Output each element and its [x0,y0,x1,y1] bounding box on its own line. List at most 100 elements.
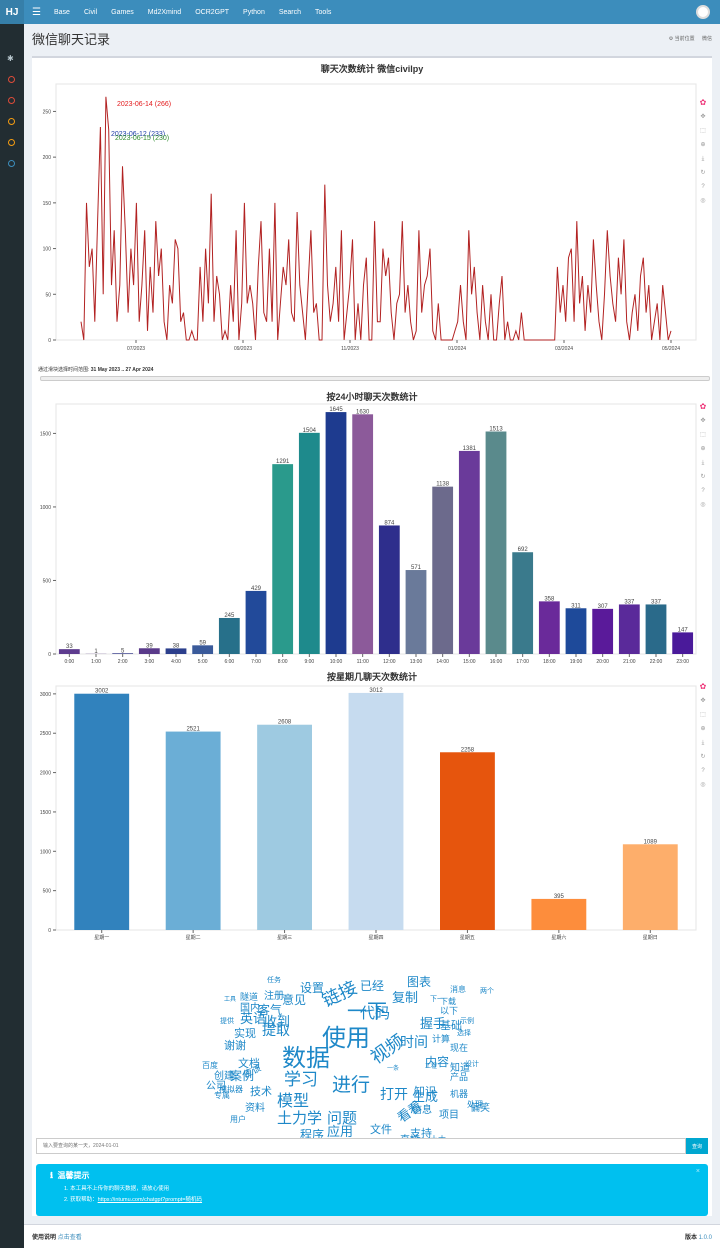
bar-value-label: 147 [678,627,689,633]
box-zoom-icon[interactable]: ⬚ [700,128,706,134]
menu-toggle-icon[interactable]: ☰ [32,6,41,18]
word-cloud-word: 公司 [206,1081,226,1092]
pan-tool-icon[interactable]: ✥ [700,698,706,704]
bar-23:00 [672,632,694,654]
hover-icon[interactable]: ◎ [700,198,706,204]
bokeh-logo-icon[interactable]: ✿ [699,98,707,107]
x-tick-label: 14:00 [436,659,449,665]
word-cloud-word: 用户 [230,1115,246,1124]
plot-area [55,403,697,655]
y-tick-label: 150 [43,201,52,207]
save-icon[interactable]: ⤓ [701,460,705,466]
y-tick-label: 50 [45,292,51,298]
date-search-input[interactable] [36,1138,686,1154]
x-tick-label: 10:00 [330,659,343,665]
bokeh-logo-icon[interactable]: ✿ [699,682,707,691]
wheel-zoom-icon[interactable]: ⊕ [700,726,706,732]
x-tick-label: 19:00 [570,659,583,665]
x-tick-label: 11/2023 [341,346,359,352]
reset-icon[interactable]: ↻ [700,754,706,760]
close-icon[interactable]: × [695,1168,700,1175]
word-cloud-word: 工程 [425,1063,438,1070]
tips-title: ℹ 温馨提示 [50,1171,90,1180]
y-tick-label: 500 [43,578,52,584]
reset-icon[interactable]: ↻ [700,474,706,480]
date-range-slider[interactable] [40,376,710,381]
word-cloud-word: 学习 [284,1070,318,1090]
x-tick-label: 8:00 [278,659,288,665]
footer: 使用说明 点击查看 版本 1.0.0 [24,1224,720,1248]
help-icon[interactable]: ? [701,768,705,774]
y-tick-label: 0 [48,338,51,344]
save-icon[interactable]: ⤓ [701,740,705,746]
help-icon[interactable]: ? [701,488,705,494]
sidebar-circle-icon[interactable] [8,160,15,167]
gear-icon[interactable]: ✱ [7,54,14,63]
word-cloud-word: 应用 [327,1125,354,1140]
reset-icon[interactable]: ↻ [700,170,706,176]
bar-value-label: 692 [518,547,529,553]
nav-tools[interactable]: Tools [315,8,332,16]
pan-tool-icon[interactable]: ✥ [700,418,706,424]
range-label: 通过滑块选择时间范围: 31 May 2023 .. 27 Apr 2024 [38,367,154,373]
version-label: 版本 [684,1235,697,1241]
weekday-bar-chart[interactable]: 0 500 1000 1500 2000 2500 3000 3002 星期一 2521 星期二 26… [32,680,702,944]
word-cloud-word: 谢谢 [224,1039,246,1052]
bar-value-label: 1504 [303,428,317,434]
bar-20:00 [592,608,614,654]
word-cloud-word: 任务 [267,976,281,984]
nav-search[interactable]: Search [278,8,302,16]
line-chart[interactable]: 0 50 100 150 200 250 07/2023 09/2023 11/2023 01/2… [32,72,702,362]
hourly-bar-chart[interactable]: 050010001500330:0011:0052:00393:00384:00… [32,400,702,672]
breadcrumb-page[interactable]: 微信 [701,35,712,42]
box-zoom-icon[interactable]: ⬚ [700,432,706,438]
wheel-zoom-icon[interactable]: ⊕ [700,142,706,148]
help-icon[interactable]: ? [701,184,705,190]
save-icon[interactable]: ⤓ [701,156,705,162]
x-tick-label: 23:00 [676,659,689,665]
box-zoom-icon[interactable]: ⬚ [700,712,706,718]
x-tick-label: 03/2024 [555,346,573,352]
word-cloud-word: 设置 [300,981,325,995]
bar-value-label: 874 [384,520,395,526]
nav-civil[interactable]: Civil [83,8,98,16]
x-tick-label: 15:00 [463,659,476,665]
nav-python[interactable]: Python [243,8,265,16]
x-tick-label: 7:00 [251,659,261,665]
help-link[interactable]: https://intumu.com/chatgpt?prompt=随机码 [97,1197,203,1203]
version-value: 1.0.0 [698,1235,712,1241]
sidebar-circle-icon[interactable] [8,118,15,125]
bar-value-label: 1513 [489,427,503,433]
x-tick-label: 星期六 [551,934,566,941]
y-tick-label: 1000 [40,849,51,855]
nav-base[interactable]: Base [53,8,70,16]
bar-value-label: 337 [624,599,635,605]
nav-ocr2gpt[interactable]: OCR2GPT [195,8,230,16]
bar-value-label: 39 [146,643,153,649]
sidebar-circle-icon[interactable] [8,97,15,104]
x-tick-label: 17:00 [516,659,529,665]
usage-link[interactable]: 点击查看 [57,1235,82,1241]
wheel-zoom-icon[interactable]: ⊕ [700,446,706,452]
word-cloud: 数据 使用 一下 链接 进行 视频 学习 模型 土力学 问题 提取 代码 握手 基础 时间 打开 看看 文件 应用程… [182,946,512,1146]
brand-logo[interactable]: HJ [0,0,24,24]
hover-icon[interactable]: ◎ [700,502,706,508]
word-cloud-word: 设计 [465,1060,479,1068]
nav-md2xmind[interactable]: Md2Xmind [147,8,182,16]
query-button[interactable]: 查询 [686,1138,708,1154]
bar-value-label: 1630 [356,409,370,415]
hover-icon[interactable]: ◎ [700,782,706,788]
word-cloud-word: 知道 [450,1063,470,1074]
nav-games[interactable]: Games [111,8,134,16]
sidebar-circle-icon[interactable] [8,139,15,146]
bar-15:00 [458,450,480,654]
breadcrumb-current[interactable]: ⚙ 当前位置 [668,35,695,42]
user-avatar[interactable] [696,5,710,19]
word-cloud-word: 英语 [240,1012,267,1027]
usage-label: 使用说明 [32,1235,57,1241]
word-cloud-word: 使用 [322,1024,370,1052]
bar-value-label: 1089 [644,839,658,845]
bokeh-logo-icon[interactable]: ✿ [699,402,707,411]
sidebar-circle-icon[interactable] [8,76,15,83]
pan-tool-icon[interactable]: ✥ [700,114,706,120]
